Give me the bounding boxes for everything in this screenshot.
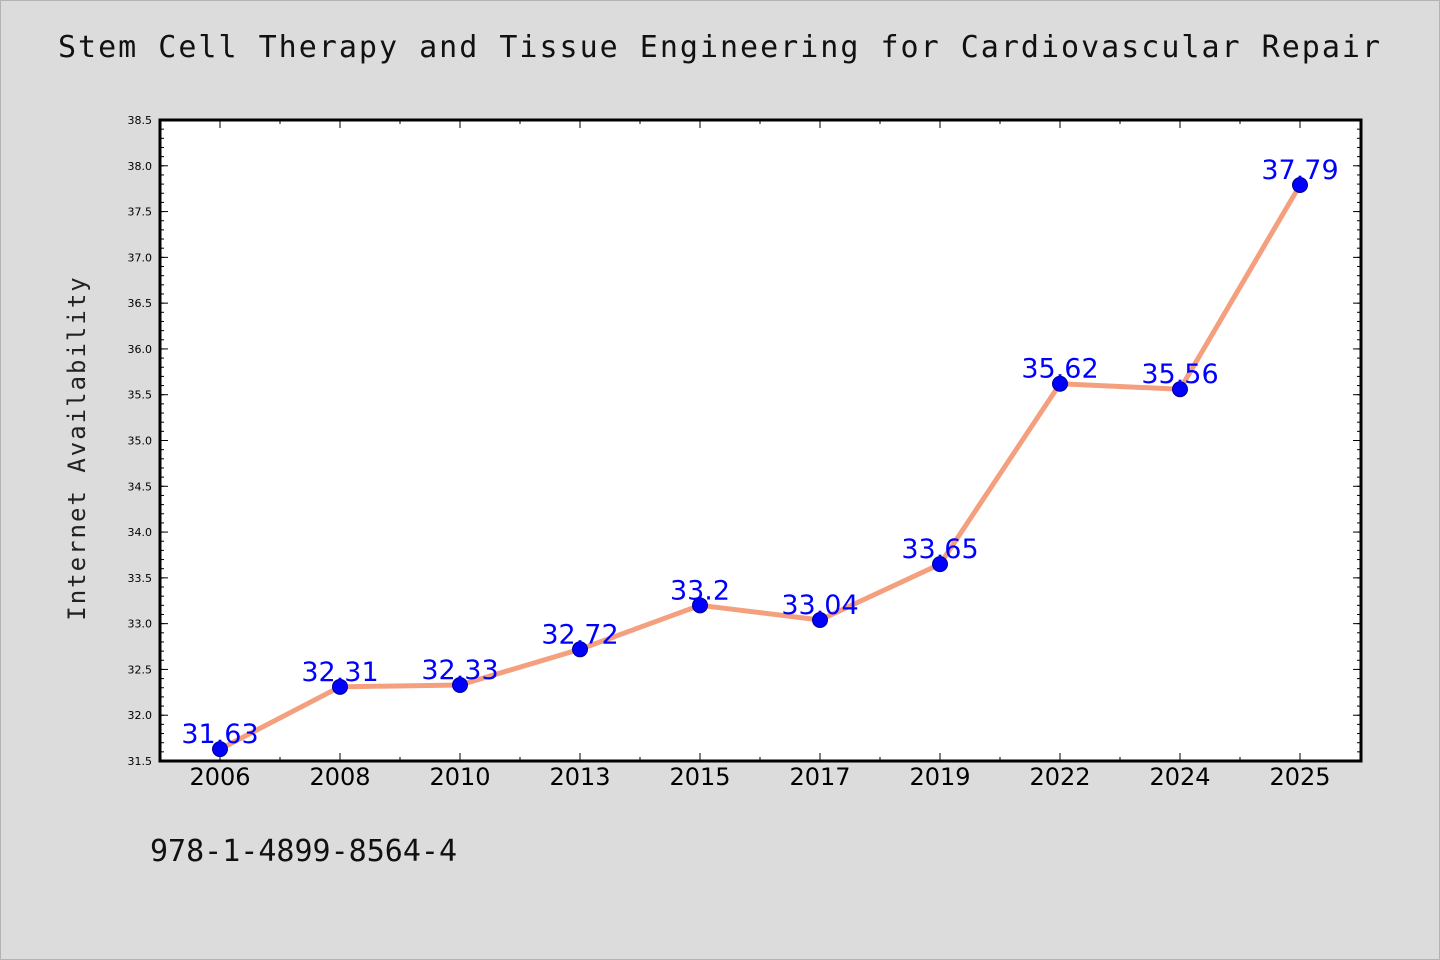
data-label: 32.72 xyxy=(541,619,618,650)
y-tick-label: 37.5 xyxy=(128,206,153,219)
y-tick-label: 33.0 xyxy=(128,618,153,631)
isbn-text: 978-1-4899-8564-4 xyxy=(150,834,458,869)
y-tick-label: 34.5 xyxy=(128,480,153,493)
x-tick-label: 2010 xyxy=(429,763,490,791)
y-tick-label: 33.5 xyxy=(128,572,153,585)
y-tick-label: 38.5 xyxy=(128,114,153,127)
data-point xyxy=(1052,375,1068,392)
data-point xyxy=(1292,177,1308,194)
y-tick-label: 38.0 xyxy=(128,160,153,173)
x-tick-label: 2008 xyxy=(309,763,370,791)
x-tick-label: 2019 xyxy=(909,763,970,791)
y-tick-label: 35.0 xyxy=(128,435,153,448)
plot-area xyxy=(160,120,1361,761)
y-tick-label: 36.0 xyxy=(128,343,153,356)
data-label: 35.56 xyxy=(1141,359,1218,390)
data-point xyxy=(812,611,828,628)
plot-border xyxy=(158,118,1363,763)
y-tick-label: 37.0 xyxy=(128,251,153,264)
y-tick-label: 31.5 xyxy=(128,755,153,768)
data-point xyxy=(212,741,228,758)
data-point xyxy=(692,597,708,614)
x-tick-label: 2015 xyxy=(669,763,730,791)
y-tick-label: 34.0 xyxy=(128,526,153,539)
series-line xyxy=(217,182,1303,752)
data-label: 37.79 xyxy=(1261,155,1338,186)
y-tick-label: 35.5 xyxy=(128,389,153,402)
chart-title: Stem Cell Therapy and Tissue Engineering… xyxy=(57,30,1383,65)
x-tick-label: 2022 xyxy=(1029,763,1090,791)
data-label: 33.04 xyxy=(781,590,858,621)
data-point xyxy=(572,641,588,658)
y-tick-label: 32.0 xyxy=(128,709,153,722)
data-point xyxy=(1172,381,1188,398)
x-tick-label: 2024 xyxy=(1149,763,1210,791)
data-point xyxy=(932,556,948,573)
x-tick-label: 2017 xyxy=(789,763,850,791)
data-label: 35.62 xyxy=(1021,354,1098,385)
x-tick-label: 2025 xyxy=(1269,763,1330,791)
y-tick-label: 36.5 xyxy=(128,297,153,310)
y-tick-label: 32.5 xyxy=(128,663,153,676)
x-tick-label: 2006 xyxy=(189,763,250,791)
x-tick-label: 2013 xyxy=(549,763,610,791)
data-label: 33.65 xyxy=(901,534,978,565)
data-label: 33.2 xyxy=(670,575,730,606)
data-label: 32.33 xyxy=(421,655,498,686)
data-point xyxy=(452,676,468,693)
data-label: 31.63 xyxy=(181,719,258,750)
data-label: 32.31 xyxy=(301,657,378,688)
data-point xyxy=(332,678,348,695)
